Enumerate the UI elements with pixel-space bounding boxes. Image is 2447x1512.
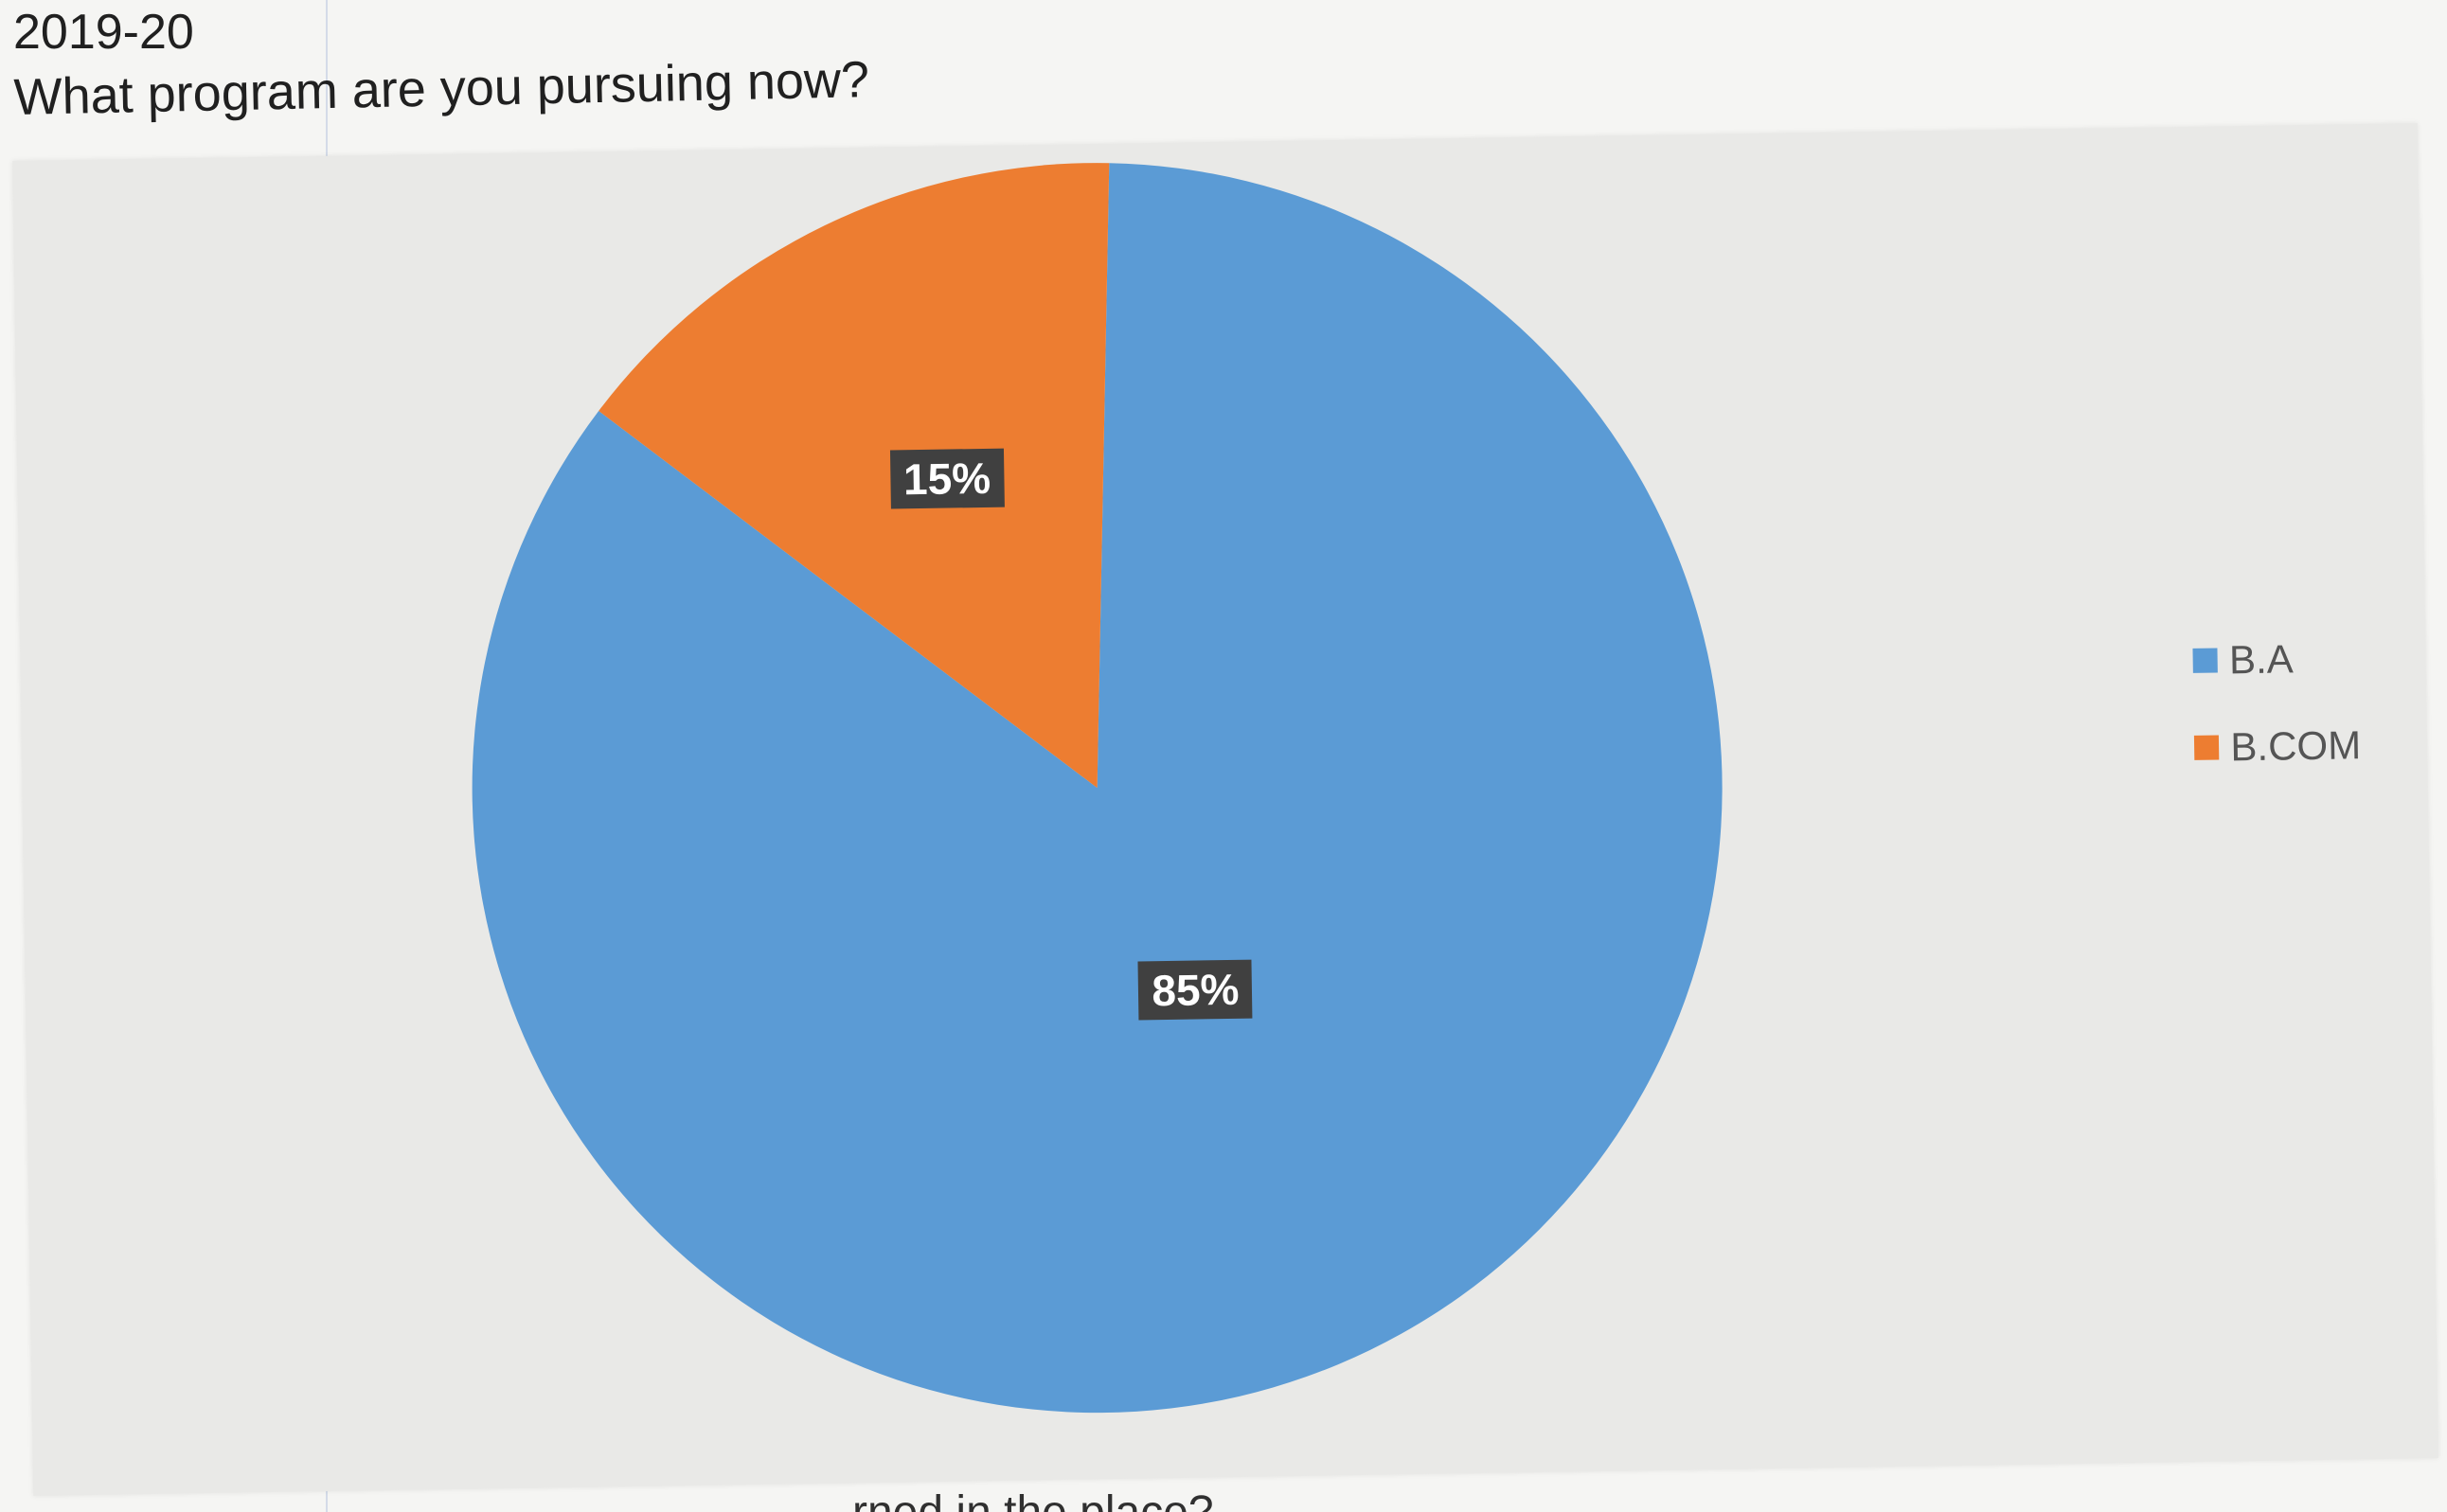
legend-label: B.A [2228,636,2295,683]
pie-chart [472,163,1723,1414]
legend-item-b-com: B.COM [2194,722,2361,771]
legend-swatch [2192,648,2219,673]
data-label-ba: 85% [1137,959,1253,1021]
legend-swatch [2194,735,2220,760]
chart-legend: B.A B.COM [2192,635,2362,771]
legend-label: B.COM [2230,722,2362,770]
next-question-fragment: rned in the place? [852,1486,1214,1512]
question-heading: What program are you pursuing now? [13,51,870,126]
year-heading: 2019-20 [13,5,194,60]
pie-slice-bcom [598,163,1110,789]
pie-chart-area: B.A B.COM 85% 15% [12,123,2438,1496]
legend-item-b-a: B.A [2192,635,2360,684]
pie-slice-ba [472,163,1723,1414]
data-label-bcom: 15% [889,448,1005,509]
